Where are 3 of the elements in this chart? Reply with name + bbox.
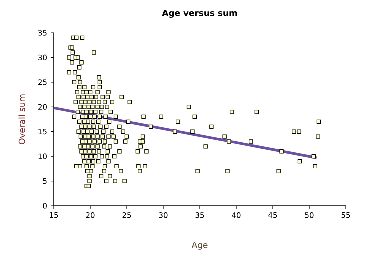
x-axis-title: Age <box>192 242 208 250</box>
y-axis-title: Overall sum <box>18 94 26 145</box>
chart-title: Age versus sum <box>162 10 238 18</box>
